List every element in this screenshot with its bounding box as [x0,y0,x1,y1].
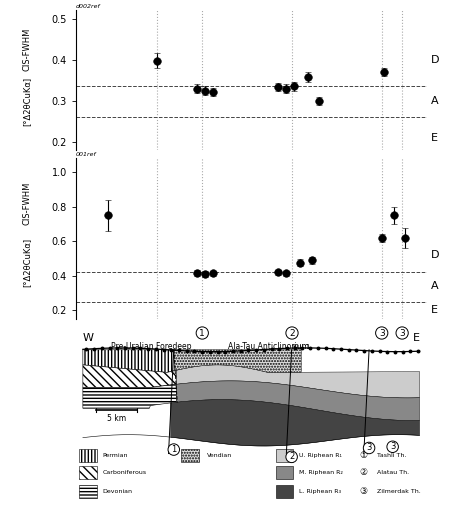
Text: A: A [431,96,438,106]
Polygon shape [171,381,419,420]
Text: D: D [431,55,439,65]
Text: 3: 3 [390,442,395,451]
Text: 1: 1 [171,445,176,454]
Polygon shape [83,350,176,373]
FancyBboxPatch shape [276,485,293,498]
Text: L. Riphean R₃: L. Riphean R₃ [299,489,341,494]
Text: CIS-FWHM: CIS-FWHM [22,28,31,71]
Polygon shape [83,384,176,408]
Text: Devonian: Devonian [102,489,132,494]
Text: Ala-Tau Anticlinorium: Ala-Tau Anticlinorium [228,342,309,351]
Text: 2: 2 [289,329,295,338]
Text: E: E [431,133,438,143]
Text: Kul 1: Kul 1 [293,344,310,350]
FancyBboxPatch shape [276,466,293,479]
Polygon shape [174,350,301,373]
Text: E: E [412,333,419,343]
Text: [°Δ2θCuKα]: [°Δ2θCuKα] [22,77,31,126]
FancyBboxPatch shape [181,449,199,462]
Text: D: D [431,250,439,260]
Text: 1: 1 [200,329,205,338]
Text: 2: 2 [289,452,294,462]
Text: ③: ③ [359,487,367,496]
Text: [°Δ2θCuKα]: [°Δ2θCuKα] [22,238,31,287]
Text: d002ref: d002ref [76,4,100,9]
Text: E: E [431,305,438,315]
Text: 3: 3 [366,443,372,452]
Text: Vendian: Vendian [207,453,233,458]
Text: 3: 3 [399,329,405,338]
Text: M. Riphean R₂: M. Riphean R₂ [299,470,342,475]
Text: ①: ① [359,451,367,460]
Text: Permian: Permian [102,453,128,458]
Text: 5 km: 5 km [107,414,126,423]
FancyBboxPatch shape [79,449,97,462]
Text: W: W [83,333,94,343]
Text: 001ref: 001ref [76,152,97,157]
Text: CIS-FWHM: CIS-FWHM [22,182,31,225]
Text: Pre-Uralian Foredeep: Pre-Uralian Foredeep [111,342,191,351]
Text: Alatau Th.: Alatau Th. [377,470,410,475]
Text: 3: 3 [379,329,384,338]
Text: A: A [431,281,438,291]
FancyBboxPatch shape [276,449,293,462]
Polygon shape [83,365,176,388]
Polygon shape [171,400,419,446]
Polygon shape [171,365,419,398]
Text: U. Riphean R₁: U. Riphean R₁ [299,453,342,458]
Text: Zilmerdak Th.: Zilmerdak Th. [377,489,421,494]
FancyBboxPatch shape [79,485,97,498]
Text: ②: ② [359,468,367,477]
Text: Tashli Th.: Tashli Th. [377,453,407,458]
FancyBboxPatch shape [79,466,97,479]
Text: Carboniferous: Carboniferous [102,470,146,475]
